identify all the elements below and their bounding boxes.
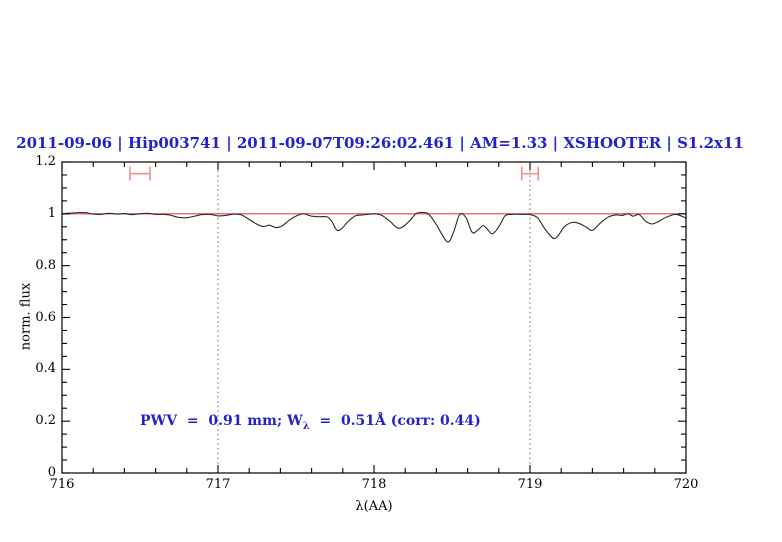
annotation-lambda-subscript: λ xyxy=(302,420,310,432)
y-tick-label: 0.6 xyxy=(35,309,56,325)
x-tick-label: 720 xyxy=(673,477,699,492)
x-tick-label: 717 xyxy=(205,477,231,492)
y-tick-label: 0.8 xyxy=(35,257,56,273)
bandpass-marker xyxy=(129,166,151,181)
annotation-suffix: = 0.51Å (corr: 0.44) xyxy=(309,413,481,429)
x-tick-label: 718 xyxy=(361,477,387,492)
y-tick-label: 1 xyxy=(47,205,56,221)
annotation-prefix: PWV = 0.91 mm; W xyxy=(140,413,303,429)
spectrum-line xyxy=(61,211,687,243)
y-tick-label: 0.2 xyxy=(35,413,56,429)
pwv-annotation: PWV = 0.91 mm; Wλ = 0.51Å (corr: 0.44) xyxy=(140,413,481,432)
y-tick-label: 1.2 xyxy=(35,154,56,169)
plot-title: 2011-09-06 | Hip003741 | 2011-09-07T09:2… xyxy=(16,134,744,152)
x-tick-label: 716 xyxy=(49,477,75,492)
y-tick-label: 0.4 xyxy=(35,361,56,377)
bandpass-marker xyxy=(520,166,540,181)
y-tick-label: 0 xyxy=(47,465,56,480)
x-tick-label: 719 xyxy=(517,477,543,492)
x-axis-label: λ(AA) xyxy=(355,499,393,514)
